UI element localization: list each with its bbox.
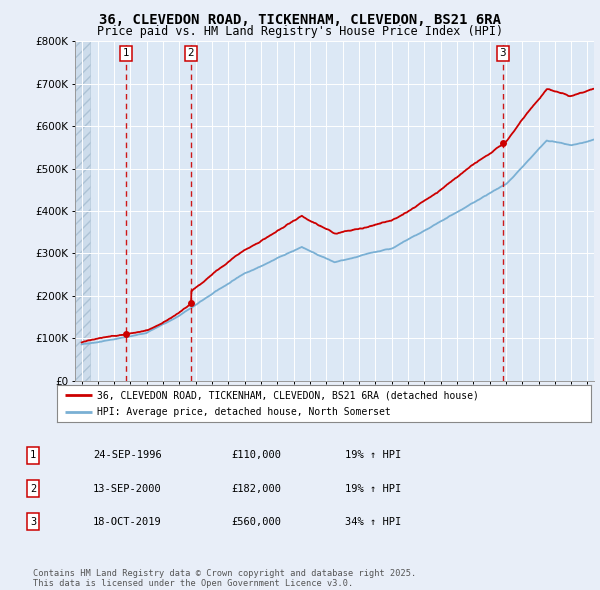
Text: Contains HM Land Registry data © Crown copyright and database right 2025.
This d: Contains HM Land Registry data © Crown c… <box>33 569 416 588</box>
Text: £110,000: £110,000 <box>231 451 281 460</box>
Text: 3: 3 <box>499 48 506 58</box>
Text: Price paid vs. HM Land Registry's House Price Index (HPI): Price paid vs. HM Land Registry's House … <box>97 25 503 38</box>
Bar <box>75 41 89 381</box>
Text: 13-SEP-2000: 13-SEP-2000 <box>93 484 162 493</box>
Text: £182,000: £182,000 <box>231 484 281 493</box>
Text: 24-SEP-1996: 24-SEP-1996 <box>93 451 162 460</box>
Text: 19% ↑ HPI: 19% ↑ HPI <box>345 484 401 493</box>
Text: £560,000: £560,000 <box>231 517 281 526</box>
Text: 1: 1 <box>30 451 36 460</box>
Text: HPI: Average price, detached house, North Somerset: HPI: Average price, detached house, Nort… <box>97 407 391 417</box>
Text: 19% ↑ HPI: 19% ↑ HPI <box>345 451 401 460</box>
Text: 36, CLEVEDON ROAD, TICKENHAM, CLEVEDON, BS21 6RA (detached house): 36, CLEVEDON ROAD, TICKENHAM, CLEVEDON, … <box>97 390 479 400</box>
Text: 18-OCT-2019: 18-OCT-2019 <box>93 517 162 526</box>
Text: 2: 2 <box>30 484 36 493</box>
Text: 2: 2 <box>188 48 194 58</box>
Text: 36, CLEVEDON ROAD, TICKENHAM, CLEVEDON, BS21 6RA: 36, CLEVEDON ROAD, TICKENHAM, CLEVEDON, … <box>99 13 501 27</box>
Text: 34% ↑ HPI: 34% ↑ HPI <box>345 517 401 526</box>
Text: 1: 1 <box>123 48 130 58</box>
Text: 3: 3 <box>30 517 36 526</box>
